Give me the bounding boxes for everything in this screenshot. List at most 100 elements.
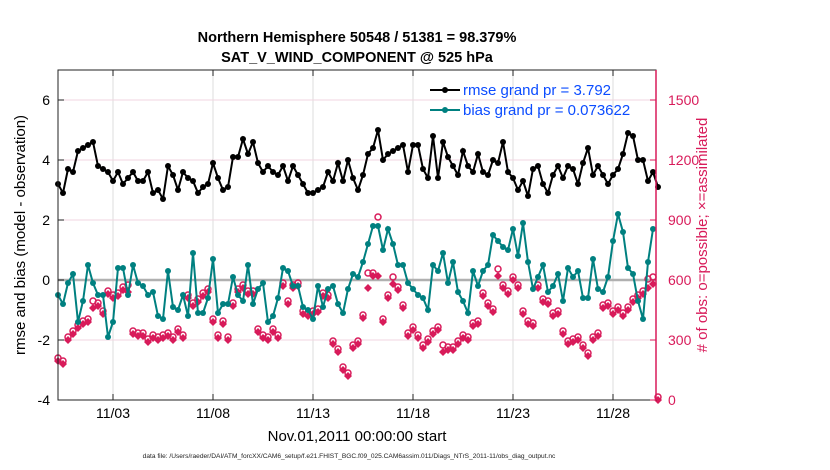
rmse-point (490, 157, 496, 163)
rmse-point (645, 178, 651, 184)
legend-rmse-label: rmse grand pr = 3.792 (463, 82, 611, 99)
bias-point (550, 283, 556, 289)
obs-assimilated-point (84, 318, 92, 326)
y-right-tick-label: 300 (668, 332, 692, 348)
bias-point (585, 295, 591, 301)
bias-point (390, 241, 396, 247)
rmse-point (395, 145, 401, 151)
rmse-point (205, 181, 211, 187)
obs-assimilated-point (624, 306, 632, 314)
obs-possible-point (374, 213, 382, 221)
rmse-point (565, 163, 571, 169)
rmse-point (315, 187, 321, 193)
obs-assimilated-point (629, 298, 637, 306)
rmse-point (580, 160, 586, 166)
rmse-point (140, 178, 146, 184)
bias-point (635, 298, 641, 304)
bias-point (125, 292, 131, 298)
rmse-point (525, 193, 531, 199)
obs-assimilated-point (514, 284, 522, 292)
bias-point (320, 304, 326, 310)
bias-point (135, 280, 141, 286)
x-tick-label: 11/08 (196, 405, 230, 421)
obs-assimilated-point (554, 310, 562, 318)
obs-assimilated-point (489, 308, 497, 316)
obs-assimilated-point (484, 302, 492, 310)
obs-assimilated-point (64, 336, 72, 344)
bias-point (80, 298, 86, 304)
obs-assimilated-point (494, 272, 502, 280)
x-tick-label: 11/03 (96, 405, 130, 421)
chart-title-line1: Northern Hemisphere 50548 / 51381 = 98.3… (198, 30, 517, 46)
obs-assimilated-point (404, 332, 412, 340)
bias-point (385, 226, 391, 232)
obs-assimilated-point (414, 334, 422, 342)
bias-point (460, 298, 466, 304)
obs-assimilated-point (349, 344, 357, 352)
bias-point (335, 301, 341, 307)
rmse-point (345, 157, 351, 163)
bias-point (480, 268, 486, 274)
obs-assimilated-point (429, 330, 437, 338)
obs-assimilated-point (169, 336, 177, 344)
rmse-point (260, 169, 266, 175)
rmse-point (485, 172, 491, 178)
rmse-point (445, 154, 451, 160)
obs-possible-point (364, 269, 372, 277)
obs-assimilated-point (544, 300, 552, 308)
obs-assimilated-point (529, 322, 537, 330)
rmse-point (200, 184, 206, 190)
obs-possible-point (494, 265, 502, 273)
rmse-point (380, 157, 386, 163)
bias-point (360, 259, 366, 265)
rmse-point (210, 160, 216, 166)
rmse-point (195, 190, 201, 196)
rmse-point (85, 142, 91, 148)
rmse-point (605, 181, 611, 187)
rmse-point (240, 136, 246, 142)
bias-point (160, 316, 166, 322)
rmse-point (185, 175, 191, 181)
obs-assimilated-point (354, 340, 362, 348)
obs-assimilated-point (614, 306, 622, 314)
obs-assimilated-point (244, 290, 252, 298)
bias-point (260, 280, 266, 286)
bias-point (545, 289, 551, 295)
rmse-point (510, 175, 516, 181)
bias-point (640, 316, 646, 322)
rmse-point (190, 178, 196, 184)
x-tick-label: 11/18 (396, 405, 430, 421)
rmse-point (540, 181, 546, 187)
rmse-point (255, 160, 261, 166)
rmse-point (585, 145, 591, 151)
x-tick-label: 11/13 (296, 405, 330, 421)
obs-assimilated-point (179, 334, 187, 342)
bias-point (150, 289, 156, 295)
bias-point (490, 232, 496, 238)
legend-rmse-marker (442, 87, 448, 93)
y-right-tick-label: 600 (668, 272, 692, 288)
obs-assimilated-point (589, 336, 597, 344)
obs-assimilated-point (164, 332, 172, 340)
rmse-point (250, 139, 256, 145)
rmse-point (400, 142, 406, 148)
bias-point (165, 268, 171, 274)
rmse-point (125, 175, 131, 181)
rmse-point (465, 163, 471, 169)
obs-assimilated-point (464, 336, 472, 344)
rmse-point (220, 187, 226, 193)
obs-assimilated-point (144, 338, 152, 346)
obs-assimilated-point (74, 324, 82, 332)
bias-point (455, 289, 461, 295)
rmse-point (330, 178, 336, 184)
bias-point (235, 292, 241, 298)
bias-point (610, 238, 616, 244)
bias-point (110, 319, 116, 325)
rmse-point (70, 169, 76, 175)
bias-point (650, 226, 656, 232)
bias-point (440, 250, 446, 256)
bias-point (60, 301, 66, 307)
bias-point (130, 262, 136, 268)
obs-assimilated-point (649, 280, 657, 288)
bias-point (280, 265, 286, 271)
